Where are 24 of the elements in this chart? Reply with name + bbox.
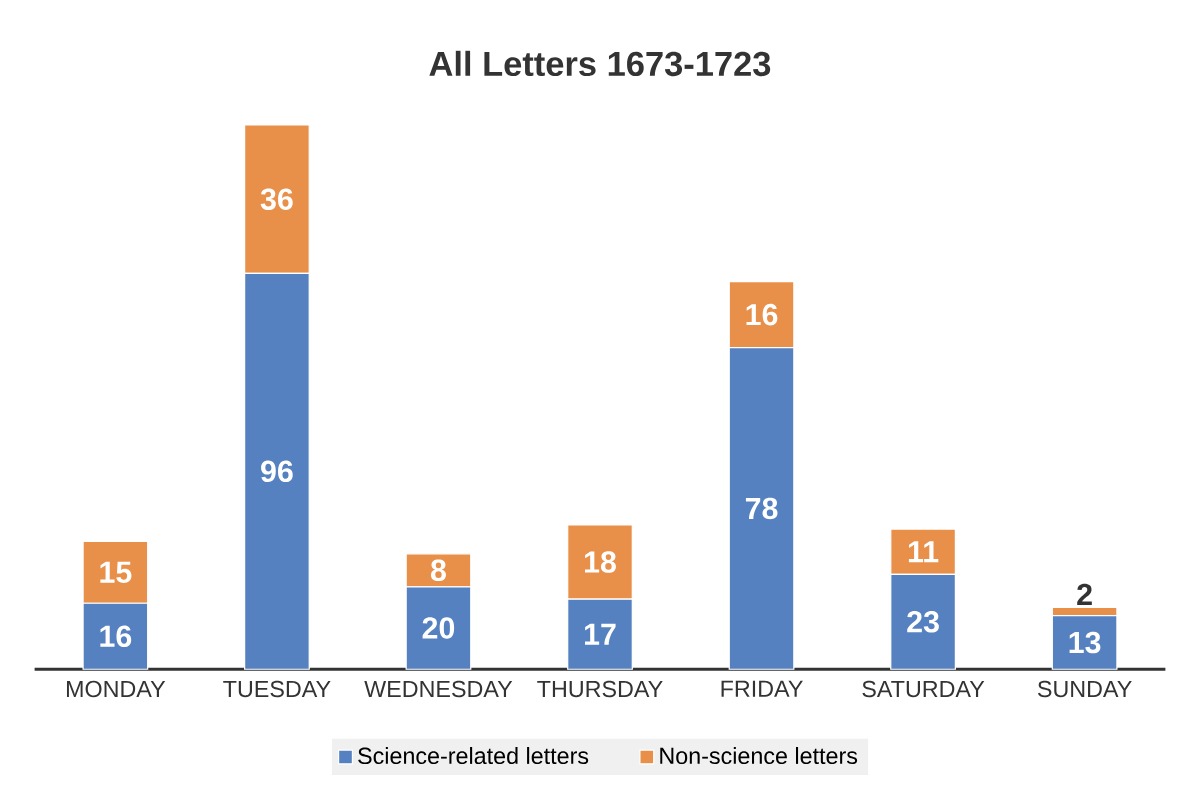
- data-label: 16: [746, 303, 778, 326]
- x-tick-label: WEDNESDAY: [364, 680, 513, 698]
- x-tick-label: MONDAY: [66, 680, 166, 698]
- x-tick-label: THURSDAY: [537, 680, 663, 698]
- data-label: 11: [908, 541, 939, 563]
- data-label: 23: [907, 611, 939, 633]
- x-tick-label: TUESDAY: [223, 680, 331, 698]
- data-label: 17: [585, 623, 616, 645]
- data-label: 36: [260, 188, 293, 211]
- legend-label: Science-related letters: [358, 747, 589, 765]
- x-tick-label: SUNDAY: [1037, 680, 1132, 698]
- chart-title: All Letters 1673-1723: [429, 50, 771, 77]
- data-label: 78: [745, 497, 778, 520]
- data-label: 15: [100, 561, 132, 583]
- data-label: 96: [261, 460, 293, 483]
- data-label: 8: [430, 559, 446, 582]
- legend-label: Non-science letters: [660, 747, 858, 765]
- data-label: 13: [1069, 631, 1101, 654]
- data-label: 2: [1077, 583, 1092, 605]
- data-label: 20: [422, 617, 455, 639]
- x-tick-label: FRIDAY: [721, 680, 803, 697]
- data-label: 16: [100, 625, 132, 648]
- x-tick-label: SATURDAY: [862, 680, 985, 698]
- data-label: 18: [585, 551, 616, 573]
